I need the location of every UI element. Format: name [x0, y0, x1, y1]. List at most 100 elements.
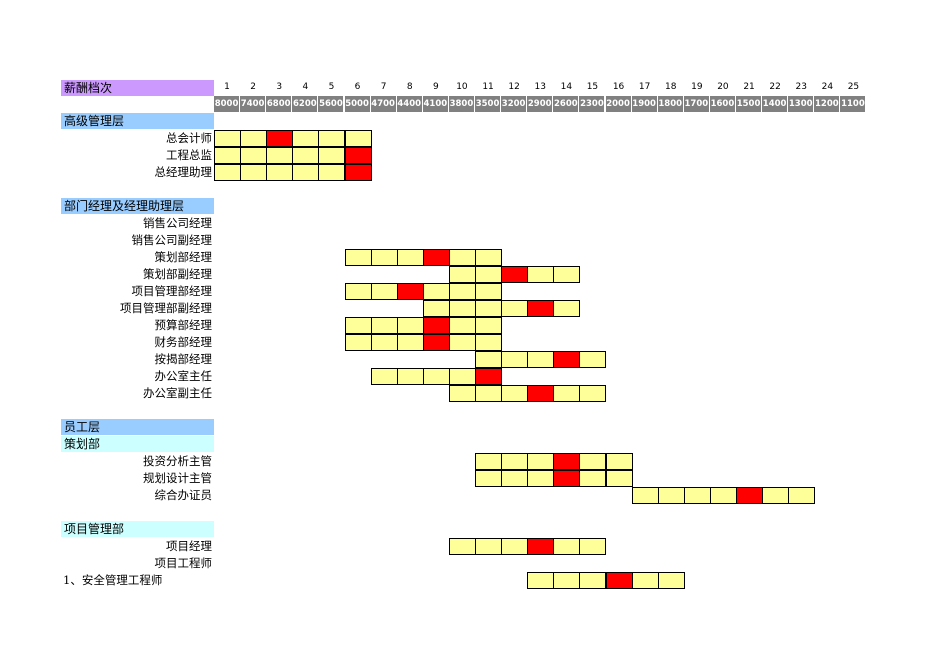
salary-amount: 2600	[553, 96, 580, 112]
salary-amount: 5600	[318, 96, 345, 112]
current-grade-cell	[501, 265, 529, 283]
position-label: 办公室主任	[154, 369, 213, 383]
position-label: 投资分析主管	[143, 454, 212, 468]
position-label: 项目工程师	[154, 556, 213, 570]
grade-range-cell	[396, 248, 424, 266]
position-label: 销售公司经理	[143, 216, 212, 230]
grade-number: 3	[276, 82, 283, 92]
grade-range-cell	[448, 367, 476, 385]
current-grade-cell	[527, 299, 555, 317]
grade-range-cell	[448, 384, 476, 402]
grade-number: 10	[456, 82, 468, 92]
salary-amount: 4700	[370, 96, 397, 112]
section-header-project: 项目管理部	[61, 521, 214, 537]
grade-range-cell	[527, 452, 555, 470]
grade-range-cell	[553, 265, 581, 283]
grade-range-cell	[709, 486, 737, 504]
grade-range-cell	[318, 129, 346, 147]
position-label: 1、安全管理工程师	[63, 573, 163, 587]
grade-range-cell	[475, 469, 503, 487]
grade-range-cell	[475, 282, 503, 300]
current-grade-cell	[422, 248, 450, 266]
salary-amount: 2000	[605, 96, 632, 112]
salary-amount: 1200	[814, 96, 841, 112]
grade-range-cell	[501, 299, 529, 317]
salary-amount: 5000	[344, 96, 371, 112]
grade-number: 16	[612, 82, 625, 92]
position-label: 办公室副主任	[143, 386, 212, 400]
position-label: 总经理助理	[154, 165, 213, 179]
grade-range-cell	[657, 486, 685, 504]
grade-range-cell	[370, 316, 398, 334]
grade-range-cell	[214, 129, 242, 147]
position-label: 项目管理部经理	[131, 284, 213, 298]
grade-range-cell	[475, 316, 503, 334]
position-label: 策划部经理	[154, 250, 213, 264]
current-grade-cell	[266, 129, 294, 147]
salary-amount: 3200	[501, 96, 528, 112]
position-label: 工程总监	[166, 148, 212, 162]
grade-range-cell	[631, 571, 659, 589]
grade-number: 14	[560, 82, 573, 92]
grade-range-cell	[501, 350, 529, 368]
salary-amount: 4100	[422, 96, 449, 112]
grade-range-cell	[448, 316, 476, 334]
salary-amount: 2900	[527, 96, 554, 112]
salary-amount: 1500	[736, 96, 763, 112]
salary-amount: 3800	[448, 96, 475, 112]
grade-number: 9	[432, 82, 439, 92]
position-label: 销售公司副经理	[131, 233, 213, 247]
position-label: 规划设计主管	[143, 471, 212, 485]
grade-range-cell	[448, 265, 476, 283]
grade-number: 8	[406, 82, 413, 92]
grade-range-cell	[553, 537, 581, 555]
salary-amount: 6800	[266, 96, 293, 112]
grade-number: 2	[250, 82, 256, 92]
grade-range-cell	[266, 146, 294, 164]
grade-range-cell	[475, 537, 503, 555]
position-label: 按揭部经理	[154, 352, 213, 366]
grade-range-cell	[501, 537, 529, 555]
grade-range-cell	[579, 452, 607, 470]
salary-amount: 1900	[631, 96, 658, 112]
grade-number: 12	[508, 82, 520, 92]
grade-range-cell	[292, 146, 320, 164]
grade-number: 25	[847, 82, 860, 92]
grade-range-cell	[501, 384, 529, 402]
grade-number: 21	[743, 82, 755, 92]
position-label: 预算部经理	[154, 318, 213, 332]
position-label: 总会计师	[166, 131, 212, 145]
current-grade-cell	[553, 469, 581, 487]
grade-range-cell	[370, 282, 398, 300]
grade-range-cell	[370, 333, 398, 351]
current-grade-cell	[605, 571, 633, 589]
current-grade-cell	[344, 146, 372, 164]
salary-amount: 8000	[214, 96, 241, 112]
grade-number: 23	[795, 82, 807, 92]
salary-amount: 2300	[579, 96, 606, 112]
position-label: 财务部经理	[154, 335, 213, 349]
grade-range-cell	[292, 163, 320, 181]
grade-range-cell	[579, 384, 607, 402]
current-grade-cell	[527, 384, 555, 402]
grade-range-cell	[344, 316, 372, 334]
grade-number: 7	[380, 82, 387, 92]
grade-range-cell	[448, 537, 476, 555]
grade-number: 17	[638, 82, 651, 92]
grade-range-cell	[318, 163, 346, 181]
grade-range-cell	[501, 452, 529, 470]
current-grade-cell	[475, 367, 503, 385]
grade-range-cell	[344, 333, 372, 351]
salary-amount: 1400	[762, 96, 789, 112]
position-label: 项目经理	[166, 539, 212, 553]
grade-range-cell	[448, 248, 476, 266]
grade-range-cell	[448, 333, 476, 351]
grade-range-cell	[475, 452, 503, 470]
grade-range-cell	[475, 333, 503, 351]
grade-range-cell	[344, 282, 372, 300]
grade-number: 11	[482, 82, 494, 92]
grade-range-cell	[396, 333, 424, 351]
grade-number: 6	[354, 82, 361, 92]
grade-number: 15	[586, 82, 599, 92]
